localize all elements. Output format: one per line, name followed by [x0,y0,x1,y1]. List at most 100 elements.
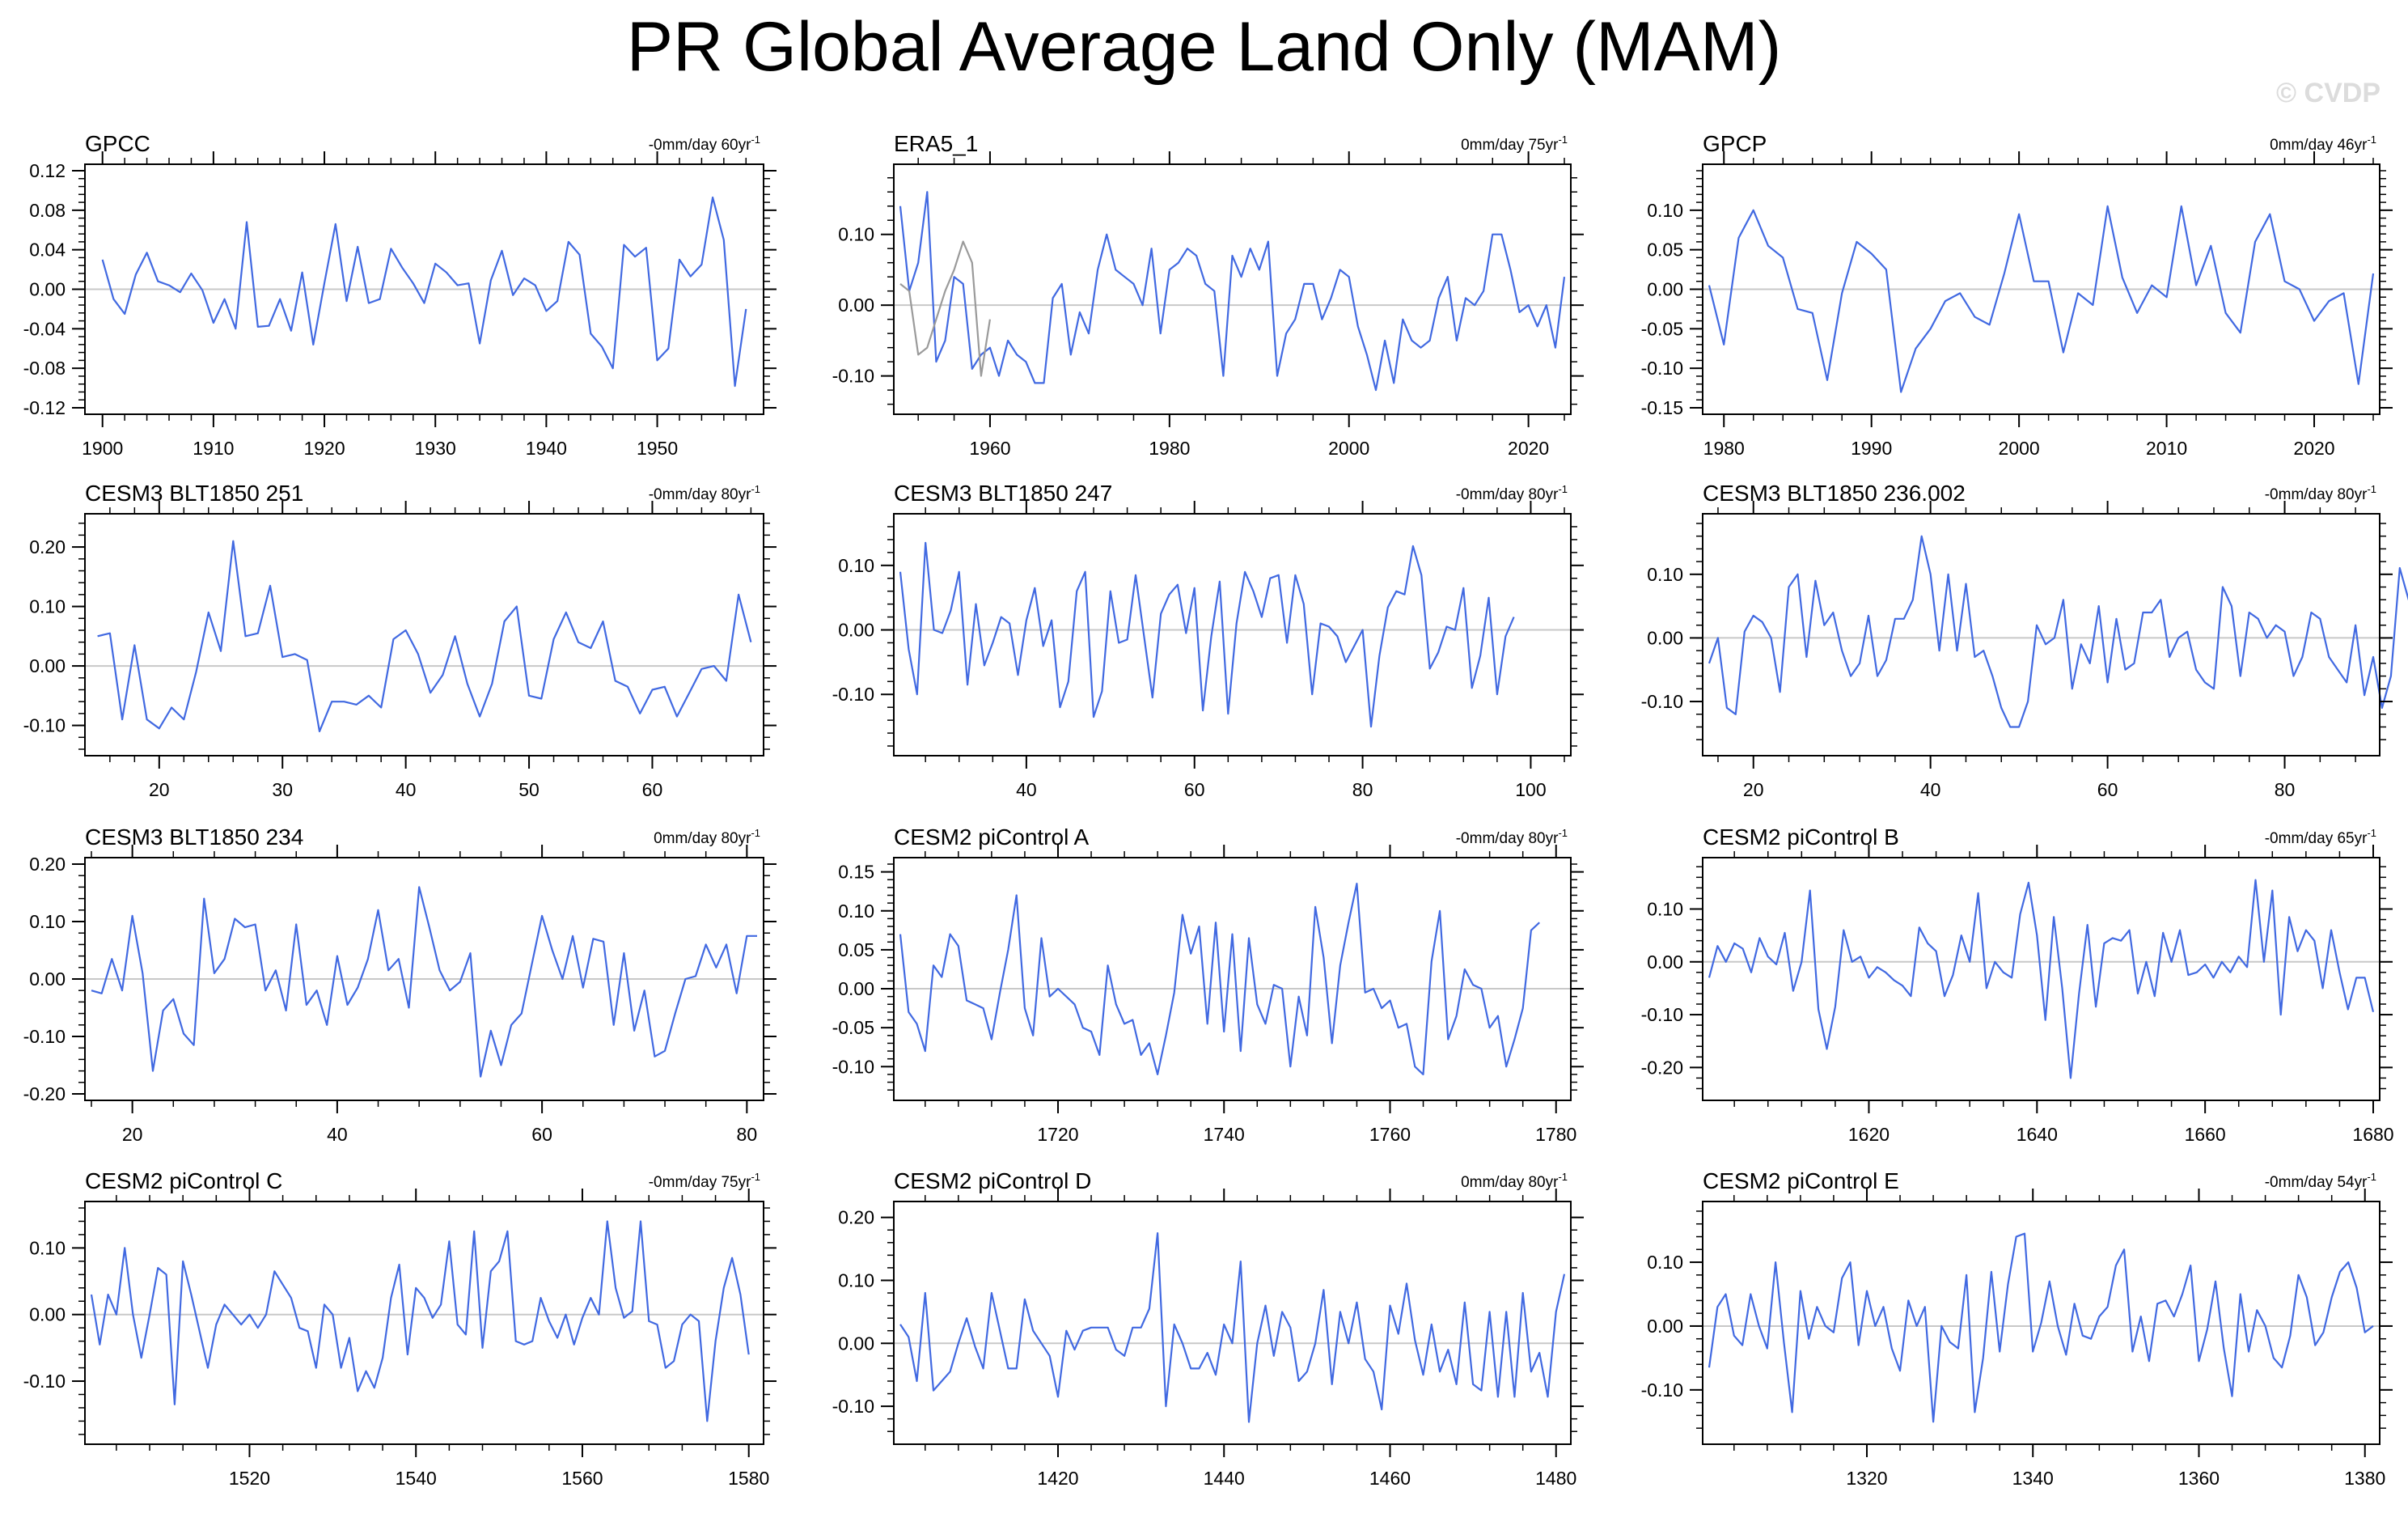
y-tick-label: -0.20 [23,1083,66,1104]
x-tick-label: 1930 [415,438,456,459]
x-tick-label: 30 [272,779,293,800]
x-tick-label: 2010 [2146,438,2187,459]
trend-value: -0mm/day 80yr [1456,830,1559,847]
y-tick-label: 0.10 [1647,1252,1683,1273]
y-tick-label: -0.10 [23,1371,66,1392]
panel-title: CESM3 BLT1850 234 [85,824,303,850]
y-tick-label: -0.12 [23,397,66,418]
panel-title: CESM2 piControl C [85,1168,282,1193]
panel-1: ERA5_1 0mm/day 75yr-1 -0.10 0.00 0.10 1960 198… [832,131,1584,459]
y-tick-label: -0.10 [1641,691,1683,712]
series-line [97,540,752,733]
series-line [899,541,1515,728]
y-tick-label: -0.10 [832,1056,874,1077]
panel-2: GPCP 0mm/day 46yr-1 -0.15 -0.10 -0.05 0.00 0.0… [1641,131,2393,459]
plot-frame [1702,857,2380,1101]
y-tick-label: -0.10 [1641,358,1683,379]
y-tick-label: 0.00 [29,1304,66,1325]
x-tick-label: 80 [2275,779,2296,800]
x-tick-label: 1660 [2185,1124,2226,1145]
series-line [1708,535,2408,728]
panel-title: CESM2 piControl B [1703,824,1899,850]
x-tick-label: 1720 [1037,1124,1078,1145]
panel-title: CESM2 piControl D [894,1168,1091,1193]
x-tick-label: 60 [1184,779,1205,800]
x-tick-label: 1940 [526,438,567,459]
trend-label: -0mm/day 80yr-1 [649,483,760,503]
plot-frame [893,857,1572,1101]
x-tick-label: 40 [1016,779,1037,800]
panel-title: CESM3 BLT1850 236.002 [1703,481,1966,506]
y-tick-label: -0.10 [23,715,66,736]
x-tick-label: 1760 [1369,1124,1411,1145]
trend-label: -0mm/day 80yr-1 [1456,483,1568,503]
x-tick-label: 1680 [2352,1124,2393,1145]
y-tick-label: -0.10 [1641,1380,1683,1401]
y-tick-label: 0.20 [29,536,66,557]
x-tick-label: 80 [737,1124,758,1145]
x-tick-label: 60 [531,1124,552,1145]
y-tick-label: -0.05 [832,1017,874,1038]
trend-value: -0mm/day 80yr [2265,486,2368,503]
y-tick-label: -0.10 [1641,1004,1683,1025]
x-tick-label: 1540 [396,1468,437,1489]
trend-value: -0mm/day 75yr [649,1174,751,1191]
x-tick-label: 1480 [1535,1468,1576,1489]
trend-exponent: -1 [1558,827,1568,839]
y-tick-label: -0.10 [23,1026,66,1047]
panel-7: CESM2 piControl A -0mm/day 80yr-1 -0.10 -0.… [832,824,1584,1145]
y-tick-label: 0.00 [1647,1316,1683,1337]
y-tick-label: 0.12 [29,160,66,181]
series-line [1708,1232,2374,1423]
secondary-series-line [899,240,991,377]
y-tick-label: 0.10 [1647,898,1683,919]
trend-exponent: -1 [751,827,760,839]
y-tick-label: 0.10 [1647,564,1683,585]
plot-frame [84,1201,764,1445]
x-tick-label: 1420 [1037,1468,1078,1489]
panel-title: CESM3 BLT1850 251 [85,481,303,506]
trend-label: -0mm/day 54yr-1 [2265,1171,2376,1191]
y-tick-label: 0.10 [29,911,66,932]
x-tick-label: 1960 [969,438,1010,459]
trend-exponent: -1 [2367,1171,2376,1183]
x-tick-label: 1780 [1535,1124,1576,1145]
x-tick-label: 2020 [2293,438,2334,459]
x-tick-label: 1580 [728,1468,769,1489]
trend-label: -0mm/day 80yr-1 [2265,483,2376,503]
y-tick-label: 0.00 [838,295,874,316]
y-tick-label: 0.00 [29,968,66,990]
trend-exponent: -1 [751,483,760,495]
plot-frame [1702,1201,2380,1445]
series-line [899,1231,1566,1423]
panel-10: CESM2 piControl D 0mm/day 80yr-1 -0.10 0.00… [832,1168,1584,1489]
x-tick-label: 1740 [1204,1124,1245,1145]
x-tick-label: 80 [1352,779,1373,800]
x-tick-label: 1640 [2017,1124,2058,1145]
y-tick-label: 0.00 [1647,279,1683,300]
panel-title: CESM2 piControl E [1703,1168,1899,1193]
x-tick-label: 50 [518,779,540,800]
cvdp-watermark: © CVDP [2276,78,2380,108]
trend-value: -0mm/day 65yr [2265,830,2368,847]
y-tick-label: 0.10 [838,901,874,922]
panel-title: CESM3 BLT1850 247 [894,481,1112,506]
x-tick-label: 20 [122,1124,143,1145]
x-tick-label: 2020 [1508,438,1549,459]
y-tick-label: -0.08 [23,358,66,379]
trend-label: 0mm/day 80yr-1 [1461,1171,1568,1191]
x-tick-label: 20 [149,779,170,800]
y-tick-label: -0.15 [1641,397,1683,418]
series-line [1708,205,2375,393]
y-tick-label: 0.10 [838,224,874,245]
panel-3: CESM3 BLT1850 251 -0mm/day 80yr-1 -0.10 0.0… [23,481,777,800]
y-tick-label: -0.10 [832,366,874,387]
trend-label: 0mm/day 80yr-1 [654,827,760,847]
panel-9: CESM2 piControl C -0mm/day 75yr-1 -0.10 0.0… [23,1168,777,1489]
x-tick-label: 1990 [1851,438,1892,459]
series-line [91,886,757,1078]
trend-exponent: -1 [751,1171,760,1183]
trend-value: 0mm/day 80yr [654,830,751,847]
x-tick-label: 1340 [2012,1468,2054,1489]
x-tick-label: 1380 [2344,1468,2385,1489]
